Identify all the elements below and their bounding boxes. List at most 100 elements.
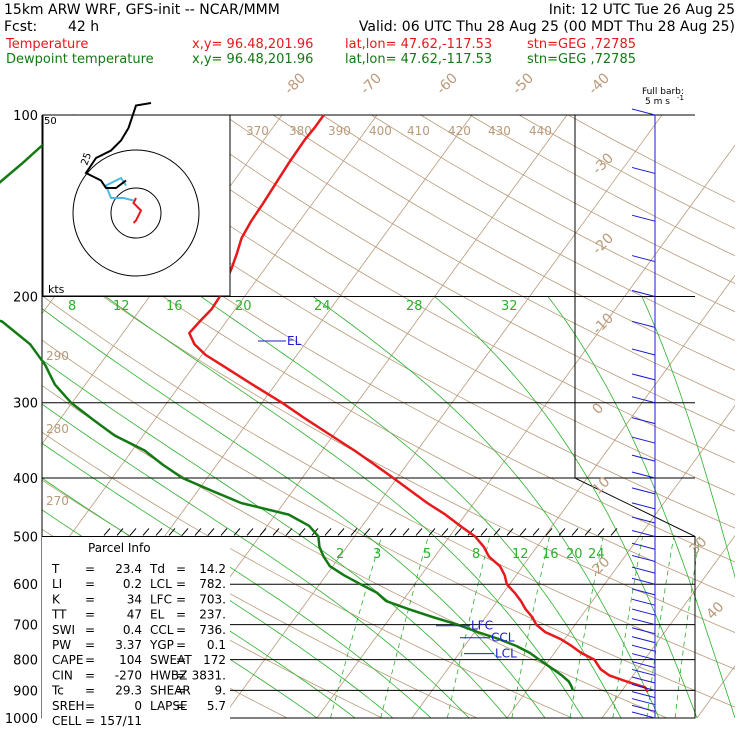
pressure-tick-label: 100 <box>13 109 38 124</box>
thetae-tick-label: 28 <box>406 299 423 314</box>
parcel-info-cell: 3.37 <box>115 638 142 652</box>
isotherm-tick-label: -50 <box>510 70 537 97</box>
hatch-mark <box>350 528 358 536</box>
parcel-info-cell: 34 <box>127 592 142 606</box>
mixing-ratio-tick-label: 12 <box>512 547 529 562</box>
wind-barb <box>631 661 656 669</box>
theta-tick-label: 380 <box>289 124 312 138</box>
parcel-info-cell: 0 <box>134 699 142 713</box>
hatch-mark <box>363 528 371 536</box>
temperature-legend-latlon: lat,lon= 47.62,-117.53 <box>345 37 492 52</box>
wind-barb <box>631 676 656 684</box>
level-marker-label: LCL <box>495 647 517 661</box>
dewpoint-legend-latlon: lat,lon= 47.62,-117.53 <box>345 52 492 67</box>
dry-adiabat-line <box>322 115 735 342</box>
isotherm-line <box>316 144 735 718</box>
chart-header: 15km ARW WRF, GFS-init -- NCAR/MMM Init:… <box>4 2 735 67</box>
wind-barb <box>631 636 656 644</box>
parcel-info-cell: 5.7 <box>207 699 226 713</box>
isotherm-tick-label: 40 <box>704 599 728 623</box>
pressure-tick-label: 1000 <box>5 712 38 727</box>
dewpoint-legend-name: Dewpoint temperature <box>6 52 154 67</box>
mixing-ratio-tick-label: 20 <box>566 547 583 562</box>
wind-barb <box>631 711 656 719</box>
header-fcst-label: Fcst: <box>4 19 37 35</box>
parcel-info-cell: = <box>85 668 95 682</box>
theta-tick-label: 440 <box>529 124 552 138</box>
moist-adiabat-labels: 8 12 16 20 24 28 32 <box>68 299 518 314</box>
wind-barb <box>631 529 656 537</box>
wind-barb <box>631 577 656 585</box>
hatch-mark <box>597 528 605 536</box>
wind-barb <box>631 417 656 425</box>
parcel-info-cell: SWI <box>52 623 75 637</box>
parcel-info-cell: = <box>176 623 186 637</box>
hodograph-kts-label: kts <box>48 283 65 296</box>
parcel-info-cell: LCL <box>150 577 172 591</box>
hatch-mark <box>207 528 215 536</box>
parcel-info-cell: = <box>176 638 186 652</box>
parcel-info-cell: 172 <box>203 653 226 667</box>
level-marker-label: EL <box>287 334 302 348</box>
parcel-info-cell: SHEAR <box>150 684 191 698</box>
isotherm-tick-label: -40 <box>586 70 613 97</box>
hatch-mark <box>376 528 384 536</box>
theta-tick-label: 290 <box>46 349 69 363</box>
dry-adiabat-line <box>42 431 573 718</box>
isotherm-line <box>601 535 735 718</box>
pressure-tick-label: 200 <box>13 291 38 306</box>
hatch-mark <box>402 528 410 536</box>
isotherm-lines <box>42 115 735 718</box>
parcel-info-cell: = <box>85 577 95 591</box>
mixing-ratio-labels: 2 3 5 8 12 16 20 24 <box>336 547 605 562</box>
isotherm-tick-label: -70 <box>358 70 385 97</box>
parcel-info-cell: = <box>176 592 186 606</box>
mixing-ratio-line <box>511 536 550 718</box>
wind-barb <box>631 698 656 706</box>
hatch-mark <box>194 528 202 536</box>
isotherm-tick-label: -20 <box>590 230 617 257</box>
mixing-ratio-line <box>330 536 382 718</box>
dry-adiabat-line <box>272 115 735 371</box>
parcel-info-cell: = <box>85 562 95 576</box>
wind-barb <box>631 348 656 356</box>
moist-adiabat-line <box>312 296 660 718</box>
wind-barb <box>631 373 656 381</box>
mixing-ratio-line <box>612 536 643 718</box>
moist-adiabat-line <box>641 296 735 579</box>
parcel-info-cell: 157/11 <box>100 714 142 728</box>
hodograph-ring-outer <box>72 149 200 277</box>
parcel-info-cell: = <box>85 684 95 698</box>
parcel-info-cell: 3831. <box>192 668 226 682</box>
mixing-ratio-line <box>674 536 701 718</box>
isotherm-tick-label: -80 <box>282 70 309 97</box>
hatch-mark <box>493 528 501 536</box>
pressure-tick-label: 800 <box>13 654 38 669</box>
thetae-tick-label: 12 <box>113 299 130 314</box>
wind-barb <box>631 436 656 444</box>
hodograph: 25 50 kts <box>42 102 231 297</box>
thetae-tick-label: 20 <box>235 299 252 314</box>
wind-barb <box>631 608 656 616</box>
sounding-curves <box>0 114 649 693</box>
temperature-legend-stn: stn=GEG ,72785 <box>527 37 636 52</box>
hatch-mark <box>506 528 514 536</box>
isotherm-line <box>411 274 735 718</box>
isotherm-tick-label: -60 <box>434 70 461 97</box>
thetae-tick-label: 16 <box>166 299 183 314</box>
hatch-mark <box>584 528 592 536</box>
mixing-ratio-tick-label: 16 <box>542 547 559 562</box>
parcel-info-cell: = <box>85 623 95 637</box>
hatch-mark <box>259 528 267 536</box>
wind-barb <box>631 668 656 676</box>
theta-tick-label: 370 <box>246 124 269 138</box>
header-init: Init: 12 UTC Tue 26 Aug 25 <box>549 2 735 18</box>
parcel-info-cell: = <box>85 699 95 713</box>
mixing-ratio-lines <box>330 536 701 718</box>
wind-barb <box>631 502 656 510</box>
wind-barb <box>631 516 656 524</box>
pressure-tick-label: 700 <box>13 619 38 634</box>
hatch-mark <box>272 528 280 536</box>
